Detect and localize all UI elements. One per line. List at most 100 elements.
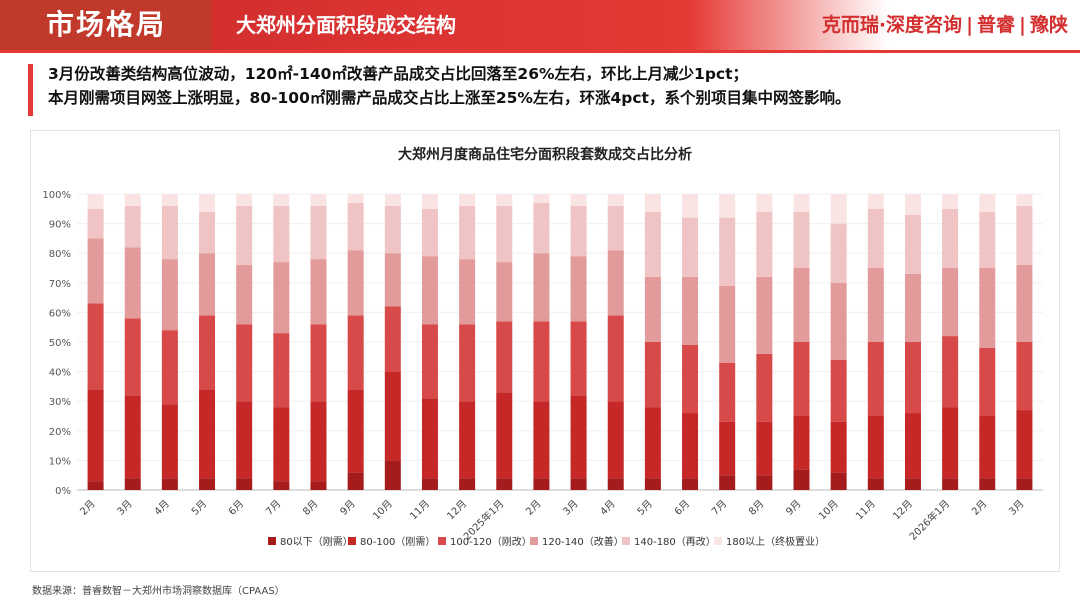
legend-item: 80-100（刚需） [348,536,435,548]
bar-segment [87,194,104,209]
x-tick-label: 8月 [746,498,766,518]
bar-segment [979,478,996,490]
bar-segment [459,324,476,402]
bar-segment [421,324,438,399]
y-tick-label: 80% [49,249,71,260]
bar-group [347,194,364,490]
x-tick-label: 10月 [816,498,841,523]
bar-segment [533,253,550,322]
legend-swatch [268,537,276,545]
bar-segment [384,306,401,372]
x-tick-label: 3月 [1006,498,1026,518]
bar-segment [793,416,810,470]
y-tick-label: 20% [49,427,71,438]
bar-segment [533,478,550,490]
legend-label: 80以下（刚需） [280,536,353,548]
brand-right-sub: 豫陕 [1029,14,1068,36]
bar-segment [496,321,513,393]
bar-group [830,194,847,490]
bar-segment [87,481,104,490]
bar-segment [496,478,513,490]
y-tick-label: 30% [49,397,71,408]
brand-logo: 克而瑞·深度咨询 | 普睿 | 豫陕 [821,14,1068,36]
bar-segment [199,389,216,479]
bar-segment [793,194,810,212]
bar-segment [756,276,773,354]
bar-segment [347,202,364,251]
bar-segment [199,315,216,390]
bar-segment [793,211,810,268]
brand-left: 克而瑞·深度咨询 [821,14,963,36]
bar-segment [87,238,104,304]
bar-group [459,194,476,490]
y-tick-label: 60% [49,308,71,319]
legend-item: 140-180（再改） [622,535,716,548]
bar-segment [719,362,736,422]
bar-segment [1016,194,1033,206]
bar-segment [459,205,476,260]
bar-segment [830,472,847,490]
bar-segment [459,259,476,325]
bar-segment [644,194,661,212]
bar-segment [644,276,661,342]
bar-segment [347,194,364,203]
legend-label: 180以上（终极置业） [726,535,825,548]
x-tick-label: 8月 [301,498,321,518]
bar-segment [979,211,996,268]
x-tick-label: 12月 [445,498,470,523]
stacked-bar-chart: 大郑州月度商品住宅分面积段套数成交占比分析 0% 10% 20% 30% 40% 50% 6… [42,146,1043,548]
bar-segment [459,194,476,206]
bar-segment [904,413,921,479]
bar-segment [570,256,587,322]
bar-segment [124,205,141,248]
bar-segment [719,421,736,476]
bar-segment [310,401,327,482]
chart-card: 大郑州月度商品住宅分面积段套数成交占比分析 0% 10% 20% 30% 40% 50% 6… [30,130,1060,572]
x-tick-label: 10月 [370,498,395,523]
bar-segment [496,205,513,263]
bar-group [421,194,438,490]
data-source: 数据来源：普睿数智－大郑州市场洞察数据库（CPAAS） [32,586,285,597]
bar-segment [867,478,884,490]
bar-segment [756,475,773,490]
bar-segment [1016,265,1033,342]
bar-group [273,194,290,490]
bar-segment [199,478,216,490]
bar-group [756,194,773,490]
legend-item: 180以上（终极置业） [714,535,825,548]
page-title: 大郑州分面积段成交结构 [236,13,456,37]
bar-group [607,194,624,490]
bar-segment [830,223,847,283]
bar-segment [459,478,476,490]
x-tick-label: 3月 [115,498,135,518]
bar-segment [830,421,847,473]
bar-segment [904,273,921,342]
bar-segment [607,401,624,479]
legend-swatch [622,537,630,545]
bar-segment [867,194,884,209]
bar-segment [1016,342,1033,411]
bar-segment [533,194,550,203]
bar-group [570,194,587,490]
bar-segment [756,421,773,476]
x-tick-label: 2025年1月 [461,497,507,543]
x-tick-label: 2026年1月 [906,497,952,543]
bar-segment [124,247,141,319]
x-tick-label: 12月 [891,498,916,523]
x-tick-label: 5月 [635,498,655,518]
bar-segment [384,371,401,461]
legend-swatch [530,537,538,545]
x-tick-label: 7月 [263,498,283,518]
bar-group [682,194,699,490]
x-tick-label: 5月 [189,498,209,518]
bar-segment [347,472,364,490]
bar-segment [719,475,736,490]
bar-segment [682,276,699,345]
bar-segment [533,401,550,479]
bar-group [867,194,884,490]
bar-group [161,194,178,490]
bar-segment [124,318,141,396]
bar-segment [310,481,327,490]
bar-segment [273,205,290,263]
bar-segment [384,205,401,254]
